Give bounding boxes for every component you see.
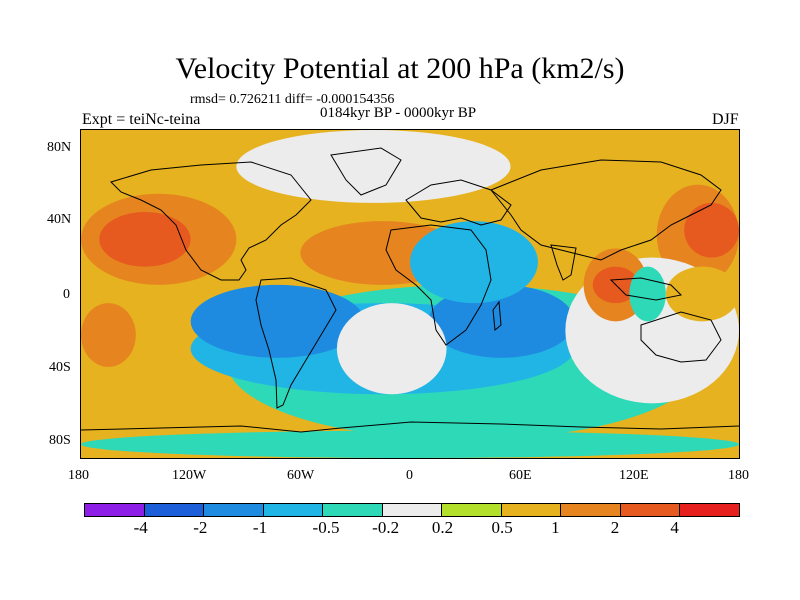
- coast-greenland: [330, 147, 402, 196]
- colorbar-swatch: [620, 504, 681, 516]
- field-region: [190, 284, 365, 358]
- field-region: [629, 266, 666, 322]
- colorbar: [84, 503, 740, 517]
- map-frame: [80, 129, 740, 459]
- colorbar-swatch: [144, 504, 205, 516]
- coast-africa: [385, 224, 492, 346]
- x-tick-label: 120E: [619, 468, 649, 483]
- period-label: 0184kyr BP - 0000kyr BP: [320, 105, 477, 121]
- y-tick-label: 40S: [49, 360, 71, 375]
- coast-europe: [405, 179, 512, 226]
- colorbar-label: 0.5: [491, 518, 513, 537]
- colorbar-swatch: [501, 504, 562, 516]
- x-tick-label: 180: [68, 468, 89, 483]
- field-region: [684, 202, 739, 258]
- coast-north-america: [110, 161, 312, 281]
- colorbar-swatch: [204, 504, 264, 516]
- y-tick-label: 40N: [47, 212, 72, 227]
- field-region: [81, 430, 739, 459]
- field-region: [428, 284, 575, 358]
- colorbar-swatch: [680, 504, 740, 516]
- coast-australia: [640, 311, 722, 363]
- field-region: [99, 212, 191, 267]
- colorbar-label: -2: [193, 518, 208, 537]
- coast-asia: [490, 159, 722, 261]
- field-region: [410, 221, 538, 304]
- x-tick-label: 180: [728, 468, 749, 483]
- colorbar-label: 2: [610, 518, 620, 537]
- field-region: [236, 130, 511, 203]
- colorbar-label: -0.2: [372, 518, 400, 537]
- colorbar-swatch: [442, 504, 502, 516]
- coast-maritime-continent: [609, 277, 683, 301]
- stats-label: rmsd= 0.726211 diff= -0.000154356: [190, 92, 395, 107]
- colorbar-label: -1: [252, 518, 268, 537]
- y-tick-label: 0: [63, 287, 70, 302]
- x-tick-label: 0: [406, 468, 413, 483]
- colorbar-label: -4: [133, 518, 148, 537]
- colorbar-swatch: [561, 504, 621, 516]
- colorbar-swatch: [85, 504, 145, 516]
- x-tick-label: 60W: [287, 468, 315, 483]
- y-tick-label: 80N: [47, 140, 72, 155]
- colorbar-swatch: [263, 504, 324, 516]
- experiment-label: Expt = teiNc-teina: [82, 111, 201, 128]
- coast-india: [550, 244, 577, 281]
- map-title: Velocity Potential at 200 hPa (km2/s): [175, 52, 625, 85]
- field-region: [336, 303, 447, 395]
- x-tick-label: 60E: [509, 468, 532, 483]
- season-label: DJF: [712, 111, 739, 128]
- colorbar-label: -0.5: [312, 518, 340, 537]
- velocity-potential-map: [80, 130, 740, 459]
- x-tick-label: 120W: [172, 468, 207, 483]
- colorbar-swatch: [323, 504, 383, 516]
- field-layer: [81, 130, 739, 459]
- y-tick-label: 80S: [49, 433, 71, 448]
- colorbar-label: 4: [670, 518, 679, 537]
- field-region: [81, 303, 136, 367]
- coastlines: [80, 147, 740, 433]
- colorbar-swatch: [382, 504, 443, 516]
- field-region: [665, 266, 739, 322]
- coast-madagascar: [492, 300, 502, 331]
- coast-south-america: [255, 277, 337, 409]
- coast-antarctica: [80, 421, 740, 433]
- colorbar-label: 0.2: [431, 518, 454, 537]
- colorbar-label: 1: [551, 518, 560, 537]
